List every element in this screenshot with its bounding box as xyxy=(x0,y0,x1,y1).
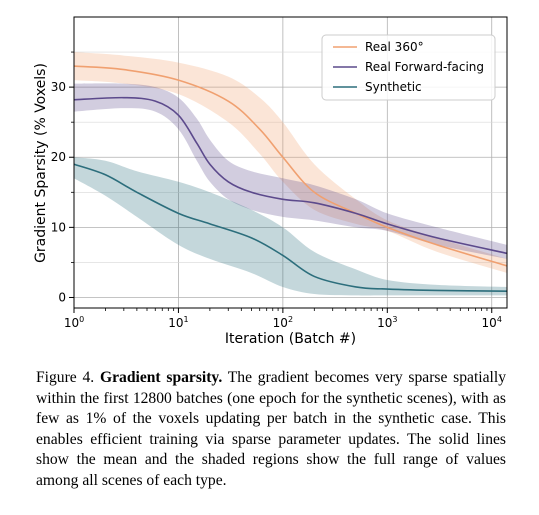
plot-frame xyxy=(73,16,508,309)
y-tick-label: 0 xyxy=(58,290,66,304)
caption-title: Gradient sparsity. xyxy=(99,369,223,386)
y-tick-label: 20 xyxy=(51,150,66,164)
legend-box xyxy=(321,34,496,101)
y-axis-label: Gradient Sparsity (% Voxels) xyxy=(33,63,49,263)
chart: 100 101 102 103 104 0 10 20 30 Iteration (Batch … xyxy=(33,16,508,347)
series-lines xyxy=(73,65,508,292)
band-real-360 xyxy=(74,52,507,273)
y-tick-label: 10 xyxy=(51,220,66,234)
x-tick-label: 101 xyxy=(168,315,188,330)
x-tick-label: 103 xyxy=(377,315,397,330)
figure-caption: Figure 4. Gradient sparsity. The gradien… xyxy=(36,368,506,491)
x-axis-label: Iteration (Batch #) xyxy=(225,331,356,347)
legend-label-synthetic: Synthetic xyxy=(365,80,422,94)
x-tick-label: 104 xyxy=(482,315,502,330)
caption-prefix: Figure 4. xyxy=(36,369,95,386)
band-real-forward-facing xyxy=(74,83,507,259)
x-tick-label: 102 xyxy=(273,315,293,330)
axis-ticks: 100 101 102 103 104 0 10 20 30 xyxy=(51,51,502,330)
line-real-forward-facing xyxy=(73,96,508,255)
x-tick-label: 100 xyxy=(64,315,84,330)
line-real-360 xyxy=(73,65,508,267)
caption-body: The gradient becomes very sparse spatial… xyxy=(36,369,506,489)
series-bands xyxy=(74,52,507,296)
y-tick-label: 30 xyxy=(51,80,66,94)
line-synthetic xyxy=(73,163,508,292)
legend-label-real-forward-facing: Real Forward-facing xyxy=(365,60,484,74)
band-synthetic xyxy=(74,157,507,296)
legend-label-real-360: Real 360° xyxy=(365,40,424,54)
legend: Real 360° Real Forward-facing Synthetic xyxy=(321,34,496,101)
